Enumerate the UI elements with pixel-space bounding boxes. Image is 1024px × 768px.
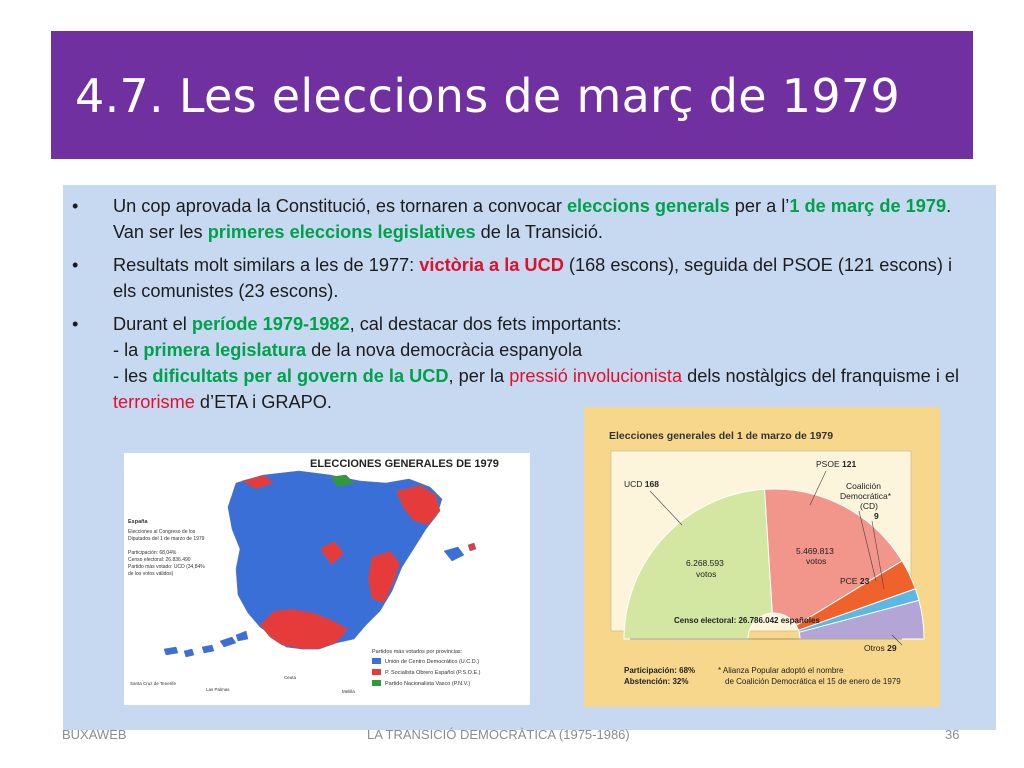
map-info-title: España: [128, 519, 149, 525]
map-inland-psoe: [319, 540, 345, 566]
bullet-3: • Durant el període 1979-1982, cal destac…: [69, 311, 974, 415]
chart-label-cd-seats: 9: [874, 511, 879, 521]
election-map: ELECCIONES GENERALES DE 1979 España Elec…: [124, 453, 530, 705]
hemicycle: [623, 488, 925, 640]
election-results-chart: Elecciones generales del 1 de marzo de 1…: [584, 407, 940, 707]
map-info-line: Partido más votado: UCD (34,84%: [128, 564, 205, 570]
bullet-text: dificultats per al govern de la UCD: [152, 366, 449, 386]
map-legend-label: Partido Nacionalista Vasco (P.N.V.): [385, 681, 470, 687]
bullet-2: • Resultats molt similars a les de 1977: …: [69, 252, 974, 304]
chart-label-psoe-votes: 5.469.813: [796, 546, 834, 556]
map-place-ceuta: Ceuta: [284, 675, 297, 680]
bullet-text: eleccions generals: [566, 196, 730, 216]
hemicycle-slice-ucd: [623, 488, 773, 640]
chart-abstention: Abstención: 32%: [624, 677, 688, 686]
chart-label-psoe-votos: votos: [806, 556, 826, 566]
title-bar: 4.7. Les eleccions de març de 1979: [51, 31, 973, 159]
bullet-text: 1 de març de 1979: [789, 196, 947, 216]
bullet-marker: •: [72, 255, 79, 275]
map-info-line: Elecciones al Congreso de los: [128, 529, 196, 535]
chart-note-2: de Coalición Democrática el 15 de enero …: [725, 677, 901, 686]
page-number: 36: [945, 727, 960, 742]
bullet-text: . Van ser les: [113, 196, 952, 242]
slide-title: 4.7. Les eleccions de març de 1979: [75, 69, 901, 123]
map-legend: Partidos más votados por provincias: Uni…: [372, 649, 481, 687]
bullet-text: victòria a la UCD: [419, 255, 564, 275]
chart-label-ucd-votos: votos: [696, 569, 716, 579]
map-basque-pnv: [329, 474, 355, 488]
chart-census: Censo electoral: 26.786.042 españoles: [674, 616, 820, 625]
map-info-line: de los votos válidos): [128, 571, 174, 577]
bullet-marker: •: [72, 314, 79, 334]
bullet-text: - les: [113, 366, 153, 386]
map-catalonia-psoe: [395, 484, 441, 526]
bullet-text: període 1979-1982: [191, 314, 350, 334]
map-place-laspalmas: Las Palmas: [206, 687, 230, 692]
bullet-text: pressió involucionista: [509, 366, 683, 386]
bullet-text: primera legislatura: [143, 340, 307, 360]
bullet-text: (168 escons), seguida del PSOE (121 esco…: [113, 255, 953, 301]
map-legend-swatch: [372, 669, 381, 675]
bullet-text: , per la: [448, 366, 510, 386]
bullet-text: Un cop aprovada la Constitució, es torna…: [113, 196, 567, 216]
map-balearics: [443, 546, 465, 562]
footer-left: BUXAWEB: [62, 727, 127, 742]
bullet-text: de la Transició.: [475, 222, 603, 242]
chart-label-cd-3: (CD): [860, 501, 878, 511]
map-info-line: Participación: 68,04%: [128, 550, 177, 556]
bullet-text: , cal destacar dos fets importants:: [349, 314, 622, 334]
chart-label-psoe: PSOE 121: [816, 459, 856, 469]
hemicycle-slice-psoe: [764, 488, 903, 627]
bullet-text: d’ETA i GRAPO.: [194, 392, 332, 412]
map-legend-label: P. Socialista Obrero Español (P.S.O.E.): [385, 670, 481, 676]
chart-label-pce: PCE 23: [840, 576, 870, 586]
map-regions: [163, 470, 477, 658]
bullet-text: primeres eleccions legislatives: [207, 222, 476, 242]
bullet-text: Durant el: [113, 314, 192, 334]
bullet-text: de la nova democràcia espanyola: [306, 340, 583, 360]
map-legend-label: Unión de Centro Democrático (U.C.D.): [385, 659, 479, 665]
map-andalucia-psoe: [259, 608, 349, 650]
chart-label-ucd-votes: 6.268.593: [686, 558, 724, 568]
chart-label-ucd: UCD 168: [624, 479, 659, 489]
chart-label-cd-2: Democrática*: [840, 491, 892, 501]
bullet-marker: •: [72, 196, 79, 216]
map-legend-swatch: [372, 680, 381, 686]
map-valencia-psoe: [367, 550, 401, 604]
bullet-list: • Un cop aprovada la Constitució, es torn…: [69, 193, 974, 422]
map-info-line: Diputados del 1 de marzo de 1979: [128, 536, 205, 542]
bullet-text: - la: [113, 340, 144, 360]
map-legend-title: Partidos más votados por provincias:: [372, 649, 463, 655]
map-title: ELECCIONES GENERALES DE 1979: [310, 458, 499, 470]
bullet-text: dels nostàlgics del franquisme i el: [682, 366, 960, 386]
chart-title: Elecciones generales del 1 de marzo de 1…: [609, 430, 833, 442]
map-asturias-psoe: [241, 474, 275, 490]
map-place-tenerife: Santa Cruz de Tenerife: [130, 681, 176, 686]
chart-note-1: * Alianza Popular adoptó el nombre: [718, 666, 844, 675]
bullet-1: • Un cop aprovada la Constitució, es torn…: [69, 193, 974, 245]
map-info: España Elecciones al Congreso de losDipu…: [128, 519, 205, 577]
bullet-text: Resultats molt similars a les de 1977:: [113, 255, 420, 275]
map-legend-swatch: [372, 658, 381, 664]
bullet-text: terrorisme: [113, 392, 195, 412]
map-balearics-2: [467, 542, 477, 552]
bullet-text: per a l’: [729, 196, 790, 216]
footer-center: LA TRANSICIÓ DEMOCRÀTICA (1975-1986): [367, 727, 630, 742]
chart-label-cd-1: Coalición: [846, 481, 881, 491]
chart-label-otros: Otros 29: [864, 643, 897, 653]
chart-participation: Participación: 68%: [624, 666, 695, 675]
map-place-melilla: Melilla: [342, 689, 355, 694]
map-info-line: Censo electoral: 26.836.490: [128, 557, 191, 563]
